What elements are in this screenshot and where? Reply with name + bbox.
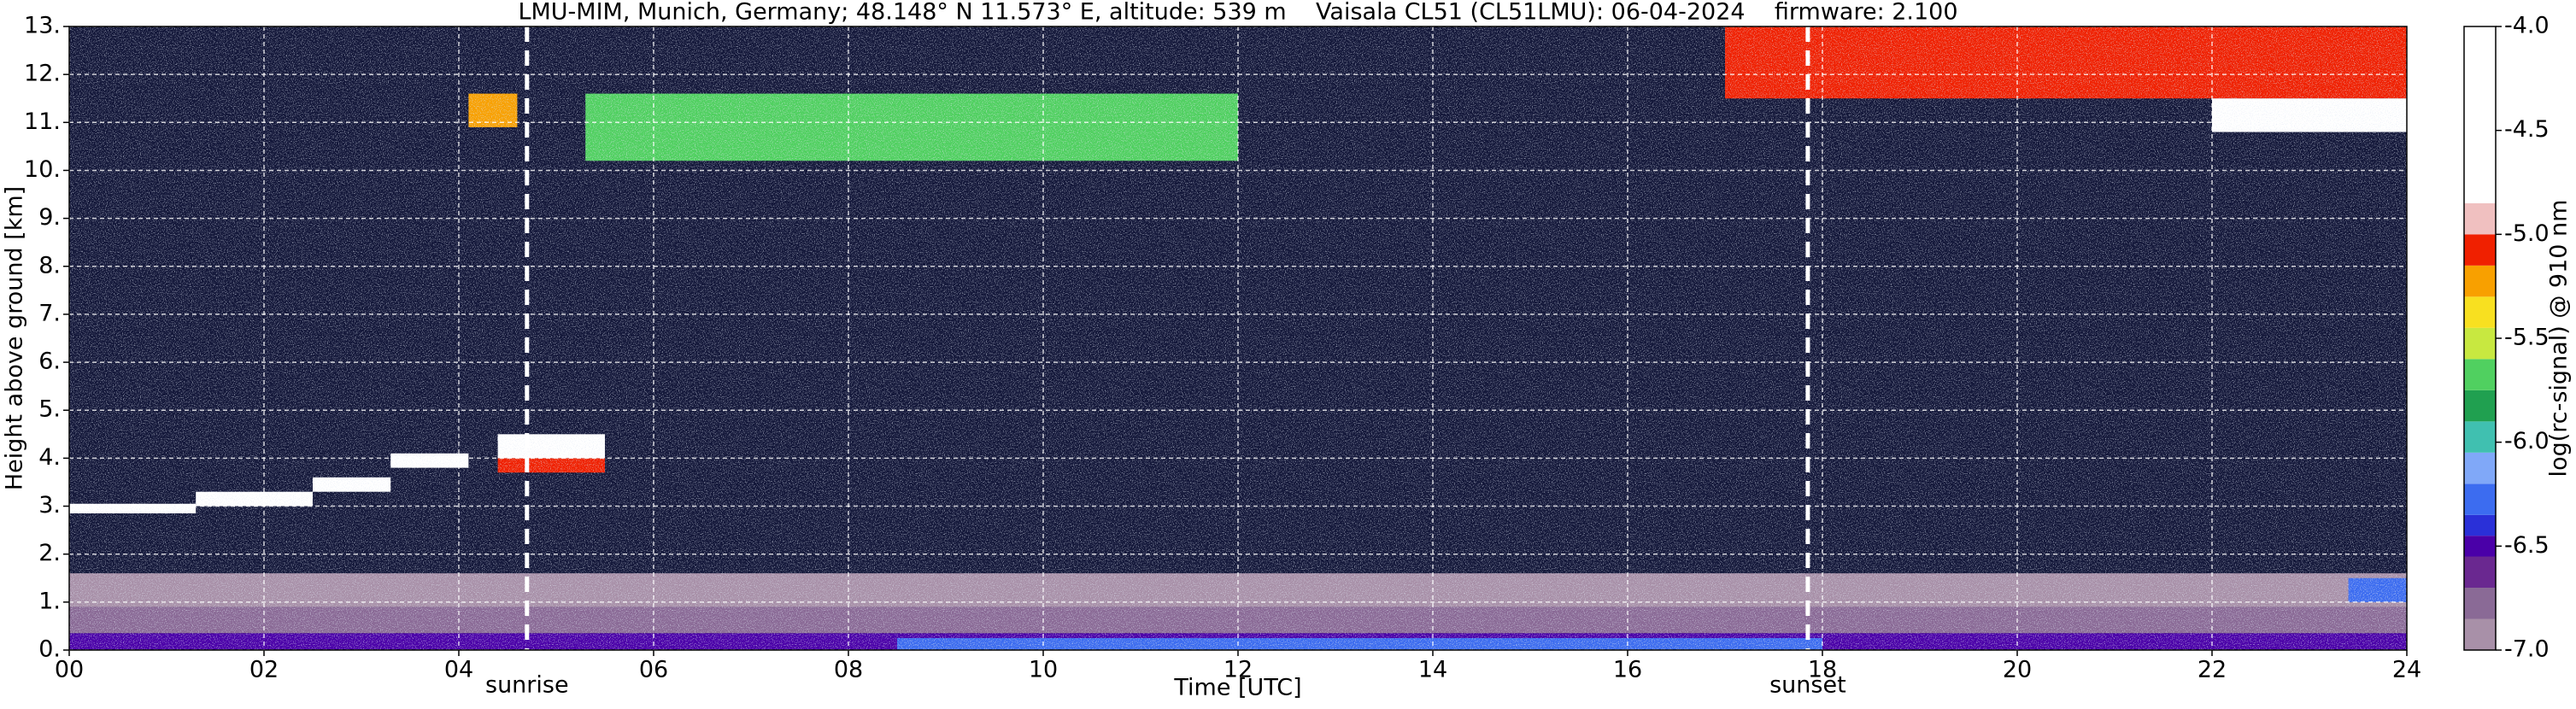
chart-title: LMU-MIM, Munich, Germany; 48.148° N 11.5…: [518, 0, 1957, 26]
x-tick-label: 18: [1808, 657, 1837, 683]
x-tick-label: 00: [55, 657, 84, 683]
colorbar-segment: [2464, 556, 2496, 588]
y-tick-label: 13.: [24, 13, 61, 39]
x-tick-label: 12: [1223, 657, 1253, 683]
y-tick-label: 11.: [24, 108, 61, 135]
colorbar-segment: [2464, 618, 2496, 650]
x-tick-label: 20: [2003, 657, 2032, 683]
colorbar-segment: [2464, 390, 2496, 422]
y-tick-label: 6.: [38, 349, 61, 375]
x-tick-label: 06: [639, 657, 668, 683]
colorbar-tick-label: -6.0: [2504, 428, 2550, 454]
colorbar-segment: [2464, 514, 2496, 536]
x-tick-label: 08: [834, 657, 863, 683]
y-tick-label: 5.: [38, 396, 61, 423]
colorbar-tick-label: -4.0: [2504, 13, 2550, 39]
x-tick-label: 22: [2198, 657, 2227, 683]
annotation-label: sunrise: [485, 672, 569, 699]
colorbar-segment: [2464, 536, 2496, 557]
colorbar-segment: [2464, 265, 2496, 297]
y-tick-label: 10.: [24, 156, 61, 183]
colorbar-segment: [2464, 359, 2496, 390]
colorbar-segment: [2464, 588, 2496, 619]
x-tick-label: 14: [1418, 657, 1447, 683]
y-tick-label: 3.: [38, 492, 61, 519]
x-axis-label: Time [UTC]: [1173, 675, 1301, 701]
colorbar-segment: [2464, 234, 2496, 266]
x-tick-label: 24: [2392, 657, 2421, 683]
y-tick-label: 0.: [38, 636, 61, 663]
colorbar-tick-label: -5.0: [2504, 220, 2550, 247]
colorbar-tick-label: -6.5: [2504, 532, 2550, 559]
plot-frame: [68, 26, 2408, 651]
y-tick-label: 2.: [38, 540, 61, 566]
x-tick-label: 10: [1029, 657, 1058, 683]
y-tick-label: 9.: [38, 204, 61, 231]
colorbar-segment: [2464, 452, 2496, 484]
colorbar-segment: [2464, 421, 2496, 453]
colorbar-segment: [2464, 296, 2496, 328]
y-tick-label: 7.: [38, 300, 61, 326]
y-axis-label: Height above ground [km]: [2, 186, 28, 490]
y-tick-label: 8.: [38, 252, 61, 278]
colorbar-tick-label: -7.0: [2504, 636, 2550, 663]
x-tick-label: 04: [444, 657, 473, 683]
colorbar-segment: [2464, 202, 2496, 235]
colorbar-tick-label: -5.5: [2504, 325, 2550, 351]
annotation-label: sunset: [1769, 672, 1846, 699]
colorbar-segment: [2464, 327, 2496, 360]
colorbar-tick-label: -4.5: [2504, 116, 2550, 143]
y-tick-label: 1.: [38, 588, 61, 614]
colorbar-segment: [2464, 26, 2496, 203]
x-tick-label: 16: [1613, 657, 1642, 683]
x-tick-label: 02: [249, 657, 279, 683]
y-tick-label: 12.: [24, 61, 61, 87]
colorbar-label: log(rc-signal) @ 910 nm: [2546, 200, 2573, 478]
y-tick-label: 4.: [38, 444, 61, 471]
colorbar-segment: [2464, 483, 2496, 515]
